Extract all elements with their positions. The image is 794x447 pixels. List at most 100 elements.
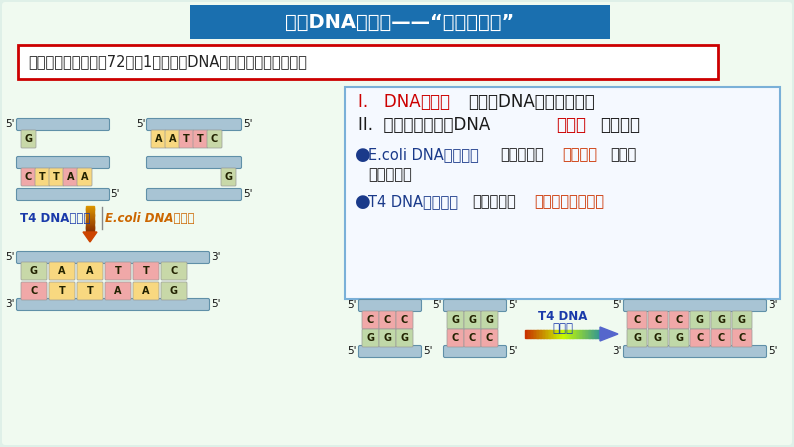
Bar (566, 330, 569, 338)
Text: E.coli DNA连接醂：: E.coli DNA连接醂： (368, 148, 479, 163)
Text: C: C (30, 286, 37, 296)
Text: C: C (738, 333, 746, 343)
Text: T4 DNA连接醂: T4 DNA连接醂 (20, 212, 91, 225)
Text: T: T (183, 134, 190, 144)
Bar (86, 219, 94, 220)
FancyBboxPatch shape (359, 299, 422, 312)
FancyBboxPatch shape (623, 346, 766, 358)
FancyBboxPatch shape (35, 168, 50, 186)
Bar (86, 230, 94, 231)
FancyBboxPatch shape (21, 282, 47, 300)
Bar (580, 330, 582, 338)
Bar (86, 211, 94, 212)
Bar (528, 330, 530, 338)
FancyBboxPatch shape (151, 130, 166, 148)
Bar (86, 207, 94, 209)
Bar (86, 214, 94, 215)
Bar (86, 216, 94, 217)
FancyBboxPatch shape (133, 282, 159, 300)
FancyBboxPatch shape (21, 168, 36, 186)
Text: A: A (169, 134, 176, 144)
FancyBboxPatch shape (105, 262, 131, 280)
Text: E.coli DNA连接醂: E.coli DNA连接醂 (105, 212, 195, 225)
Text: G: G (654, 333, 662, 343)
FancyBboxPatch shape (444, 346, 507, 358)
FancyBboxPatch shape (359, 346, 422, 358)
FancyBboxPatch shape (648, 311, 668, 329)
FancyBboxPatch shape (147, 118, 241, 131)
Text: 连接互补的: 连接互补的 (500, 148, 544, 163)
FancyBboxPatch shape (165, 130, 180, 148)
Text: II.  基因工程常用的DNA: II. 基因工程常用的DNA (358, 116, 490, 134)
Bar (530, 330, 531, 338)
Text: 【任务二】阅读课本72页第1段，明确DNA连接醂的功能及分类。: 【任务二】阅读课本72页第1段，明确DNA连接醂的功能及分类。 (28, 55, 306, 69)
Bar (582, 330, 584, 338)
FancyBboxPatch shape (161, 282, 187, 300)
Bar (539, 330, 541, 338)
Bar (536, 330, 538, 338)
Text: T: T (39, 172, 46, 182)
FancyBboxPatch shape (481, 311, 498, 329)
Text: I.   DNA: I. DNA (358, 93, 421, 111)
FancyBboxPatch shape (190, 5, 610, 39)
Text: 5': 5' (243, 119, 252, 129)
FancyBboxPatch shape (193, 130, 208, 148)
Bar (557, 330, 559, 338)
Bar (86, 222, 94, 224)
Bar (586, 330, 588, 338)
Bar (545, 330, 547, 338)
FancyBboxPatch shape (21, 130, 36, 148)
Text: C: C (367, 315, 374, 325)
Bar (525, 330, 526, 338)
FancyBboxPatch shape (732, 329, 752, 347)
Text: G: G (717, 315, 725, 325)
FancyBboxPatch shape (690, 329, 710, 347)
Text: 黏性末端和平末端: 黏性末端和平末端 (534, 194, 604, 210)
Bar (548, 330, 549, 338)
Bar (574, 330, 576, 338)
Text: C: C (696, 333, 703, 343)
Bar (599, 330, 600, 338)
FancyBboxPatch shape (444, 299, 507, 312)
Text: 3': 3' (211, 252, 221, 262)
Text: C: C (634, 315, 641, 325)
Text: C: C (486, 333, 493, 343)
FancyBboxPatch shape (77, 262, 103, 280)
Text: 能够将DNA片段连接起来: 能够将DNA片段连接起来 (468, 93, 595, 111)
Bar (551, 330, 553, 338)
Bar (86, 223, 94, 224)
Text: 连接醂: 连接醂 (420, 93, 450, 111)
Bar (576, 330, 577, 338)
Bar (561, 330, 564, 338)
Bar (546, 330, 548, 338)
Bar (589, 330, 591, 338)
Text: G: G (30, 266, 38, 276)
Text: 5': 5' (6, 119, 15, 129)
Text: G: G (675, 333, 683, 343)
Text: ●: ● (355, 193, 371, 211)
Polygon shape (600, 327, 618, 341)
Text: A: A (67, 172, 75, 182)
Bar (554, 330, 556, 338)
Text: G: G (384, 333, 391, 343)
Bar (600, 330, 602, 338)
Text: 连接互补的: 连接互补的 (472, 194, 516, 210)
Bar (591, 330, 592, 338)
Text: T4 DNA连接醂：: T4 DNA连接醂： (368, 194, 458, 210)
Bar (86, 224, 94, 225)
Text: A: A (142, 286, 150, 296)
Bar (86, 231, 94, 232)
FancyBboxPatch shape (77, 282, 103, 300)
FancyBboxPatch shape (447, 329, 464, 347)
FancyBboxPatch shape (669, 311, 689, 329)
FancyBboxPatch shape (63, 168, 78, 186)
Bar (86, 225, 94, 226)
Bar (86, 210, 94, 211)
Text: T: T (197, 134, 204, 144)
FancyBboxPatch shape (464, 311, 481, 329)
Text: C: C (654, 315, 661, 325)
FancyBboxPatch shape (447, 311, 464, 329)
Bar (86, 206, 94, 207)
FancyBboxPatch shape (161, 262, 187, 280)
Text: 连接醂: 连接醂 (553, 321, 573, 334)
